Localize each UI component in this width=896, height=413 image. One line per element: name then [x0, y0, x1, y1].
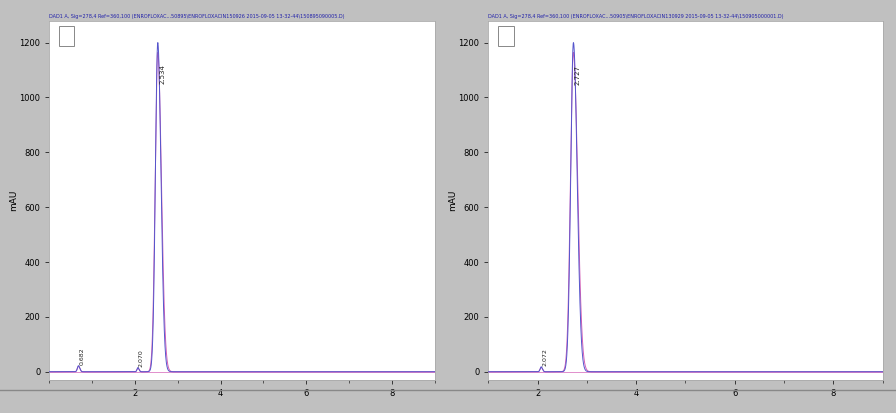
Text: 2.070: 2.070: [139, 349, 143, 367]
Text: DAD1 A, Sig=278,4 Ref=360,100 (ENROFLOXAC...50905\ENROFLOXACIN130929 2015-09-05 : DAD1 A, Sig=278,4 Ref=360,100 (ENROFLOXA…: [488, 14, 784, 19]
Text: 2.727: 2.727: [575, 64, 581, 85]
Y-axis label: mAU: mAU: [9, 190, 18, 211]
Text: 0.682: 0.682: [80, 347, 84, 365]
Text: 2.072: 2.072: [542, 349, 547, 366]
Text: DAD1 A, Sig=278,4 Ref=360,100 (ENROFLOXAC...50895\ENROFLOXACIN150926 2015-09-05 : DAD1 A, Sig=278,4 Ref=360,100 (ENROFLOXA…: [49, 14, 345, 19]
Y-axis label: mAU: mAU: [448, 190, 457, 211]
Text: 2.534: 2.534: [159, 64, 165, 84]
